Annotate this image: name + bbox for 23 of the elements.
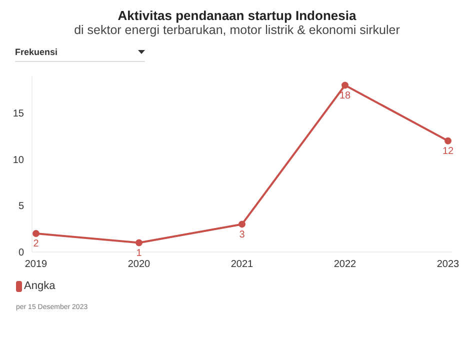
y-tick-label: 10 [12,154,24,166]
point [238,220,246,228]
data-label: 18 [339,90,351,102]
legend-label: Angka [23,280,56,292]
x-tick-label: 2021 [230,259,254,270]
dropdown-field: Frekuensi [15,47,145,62]
y-tick-label: 5 [18,201,24,212]
chart-subtitle: di sektor energi terbarukan, motor listrik & ekonomi sirkuler [73,23,401,37]
x-tick-label: 2023 [436,259,460,270]
point [32,230,40,237]
data-label: 12 [442,146,454,157]
point [342,82,348,89]
point [136,239,142,246]
x-tick-label: 2022 [334,259,357,270]
data-label: 1 [136,248,142,259]
data-label: 2 [33,238,40,250]
y-tick-label: 0 [18,248,24,259]
chart-title: Aktivitas pendanaan startup Indonesia [116,8,358,23]
y-tick-label: 15 [12,108,24,120]
data-label: 3 [239,229,246,240]
point [444,137,452,144]
x-tick-label: 2019 [24,259,48,270]
x-tick-label: 2020 [128,259,151,270]
